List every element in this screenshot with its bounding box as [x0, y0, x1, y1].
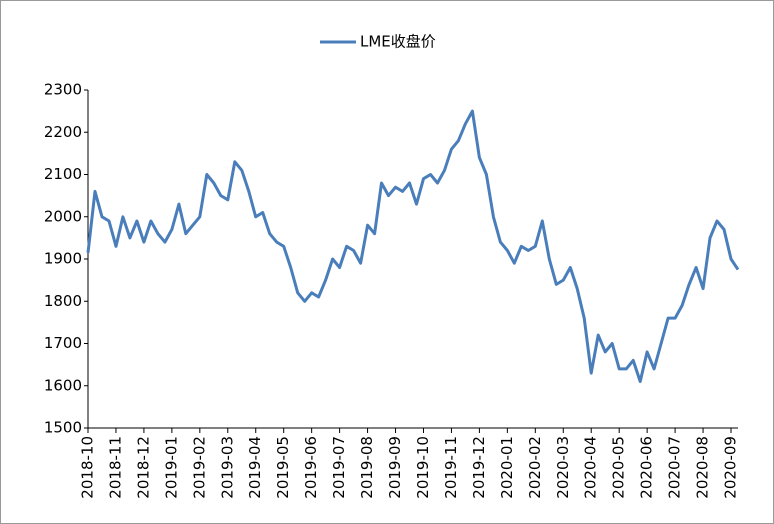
x-tick-label: 2018-10 [79, 436, 97, 499]
line [86, 109, 740, 383]
x-tick-label: 2020-08 [694, 436, 712, 499]
x-tick-label: 2020-05 [610, 436, 628, 499]
y-tick-label: 1800 [44, 292, 82, 310]
legend-label: LME收盘价 [360, 33, 436, 51]
x-tick-label: 2019-01 [162, 436, 180, 499]
x-tick-label: 2018-11 [106, 436, 124, 499]
x-tick-label: 2020-02 [526, 436, 544, 499]
x-tick-label: 2019-06 [302, 436, 320, 499]
y-tick-label: 1500 [44, 419, 82, 437]
x-tick-label: 2019-12 [470, 436, 488, 499]
y-tick-label: 2100 [44, 165, 82, 183]
x-tick-label: 2020-01 [498, 436, 516, 499]
x-tick-label: 2019-04 [246, 436, 264, 499]
x-tick-label: 2018-12 [134, 436, 152, 499]
y-tick-label: 2000 [44, 207, 82, 225]
x-tick-label: 2019-11 [442, 436, 460, 499]
y-tick-label: 2300 [44, 81, 82, 99]
x-tick-label: 2020-09 [722, 436, 740, 499]
x-tick-label: 2019-07 [330, 436, 348, 499]
y-tick-label: 1900 [44, 250, 82, 268]
y-tick-label: 2200 [44, 123, 82, 141]
x-tick-label: 2019-08 [358, 436, 376, 499]
y-tick-label: 1600 [44, 376, 82, 394]
x-tick-label: 2019-03 [218, 436, 236, 499]
x-tick-label: 2020-07 [666, 436, 684, 499]
x-tick-label: 2019-10 [414, 436, 432, 499]
x-tick-label: 2019-09 [386, 436, 404, 499]
x-tick-label: 2020-04 [582, 436, 600, 499]
x-tick-label: 2019-02 [190, 436, 208, 499]
x-tick-label: 2020-03 [554, 436, 572, 499]
x-tick-label: 2020-06 [638, 436, 656, 499]
y-tick-label: 1700 [44, 334, 82, 352]
x-tick-label: 2019-05 [274, 436, 292, 499]
